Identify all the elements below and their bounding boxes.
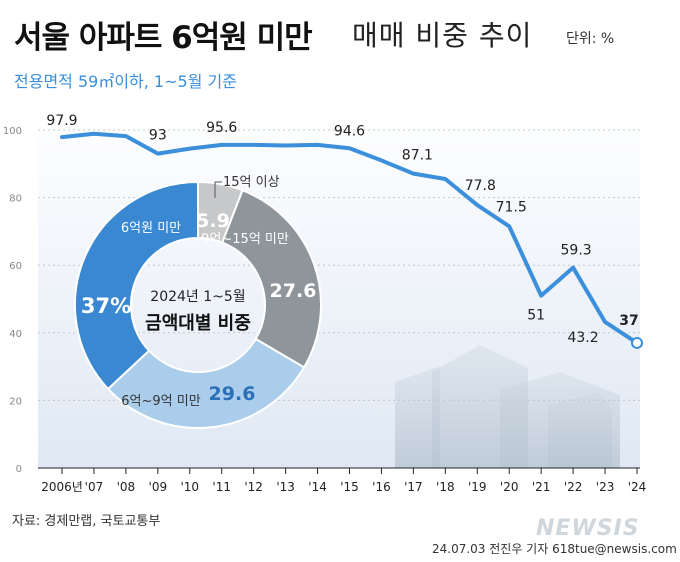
unit-label: 단위: %: [566, 31, 615, 47]
x-tick-label: '20: [500, 480, 519, 494]
x-tick-label: '17: [404, 480, 423, 494]
x-tick-label: '15: [340, 480, 359, 494]
x-tick-label: '21: [532, 480, 551, 494]
donut-center-title: 2024년 1~5월: [150, 289, 245, 305]
x-tick-label: '18: [436, 480, 455, 494]
slice-value: 37%: [81, 294, 131, 318]
donut-chart: 37% 5.9 27.6 29.6 6억원 미만 15억 이상 9억~15억 미만 6억~9억…: [74, 175, 322, 429]
y-tick-label: 100: [3, 126, 22, 137]
slice-label: 6억원 미만: [121, 221, 181, 236]
data-label: 87.1: [402, 148, 433, 164]
series-line: [60, 131, 639, 345]
data-label: 43.2: [567, 330, 598, 346]
x-tick-label: '09: [149, 480, 168, 494]
leader-line: [214, 181, 222, 198]
data-label: 94.6: [334, 123, 365, 139]
x-tick-label: '10: [180, 480, 199, 494]
chart-subtitle: 전용면적 59㎡이하, 1~5월 기준: [14, 72, 237, 91]
y-tick-label: 40: [9, 329, 22, 340]
data-label: 77.8: [465, 178, 496, 194]
slice-value: 29.6: [209, 383, 256, 405]
newsis-logo: NEWSIS: [536, 516, 640, 541]
x-tick-label: '11: [212, 480, 231, 494]
chart-title-secondary: 매매 비중 추이: [352, 19, 533, 52]
y-axis-ticks: 0 20 40 60 80 100: [3, 126, 22, 475]
x-axis-ticks: 2006년 '07 '08 '09 '10 '11 '12 '13 '14 '15 '16 '17 '1…: [41, 468, 646, 494]
donut-slice: [74, 180, 199, 391]
chart-title: 서울 아파트 6억원 미만: [14, 20, 313, 56]
x-tick-label: '16: [372, 480, 391, 494]
x-tick-label: '13: [276, 480, 295, 494]
data-label: 93: [149, 128, 167, 144]
x-tick-label: '24: [628, 480, 647, 494]
data-label: 37: [619, 313, 638, 329]
x-tick-label: '14: [308, 480, 327, 494]
slice-label: 15억 이상: [223, 175, 280, 190]
x-tick-label: '07: [85, 480, 104, 494]
data-label: 97.9: [46, 113, 77, 129]
slice-value: 27.6: [270, 280, 317, 302]
x-tick-label: '12: [244, 480, 263, 494]
data-label: 51: [527, 308, 545, 324]
x-tick-label: '19: [468, 480, 487, 494]
slice-value: 5.9: [196, 210, 230, 232]
donut-center-subtitle: 금액대별 비중: [145, 313, 251, 334]
data-label: 95.6: [206, 120, 237, 136]
y-tick-label: 20: [9, 396, 22, 407]
y-tick-label: 80: [9, 194, 22, 205]
x-tick-label: 2006년: [41, 480, 83, 494]
x-tick-label: '08: [117, 480, 136, 494]
slice-label: 9억~15억 미만: [201, 232, 289, 247]
y-tick-label: 60: [9, 261, 22, 272]
data-label: 71.5: [496, 199, 527, 215]
x-tick-label: '22: [564, 480, 583, 494]
endpoint-marker: [631, 336, 643, 349]
x-tick-label: '23: [596, 480, 615, 494]
building-illustration: [395, 345, 620, 468]
byline: 24.07.03 전진우 기자 618tue@newsis.com: [432, 542, 677, 556]
data-label: 59.3: [561, 243, 592, 259]
slice-label: 6억~9억 미만: [121, 394, 200, 409]
source-note: 자료: 경제만랩, 국토교통부: [12, 514, 161, 529]
donut-slice: [220, 189, 322, 369]
donut-slice: [106, 337, 306, 429]
y-tick-label: 0: [16, 464, 22, 475]
